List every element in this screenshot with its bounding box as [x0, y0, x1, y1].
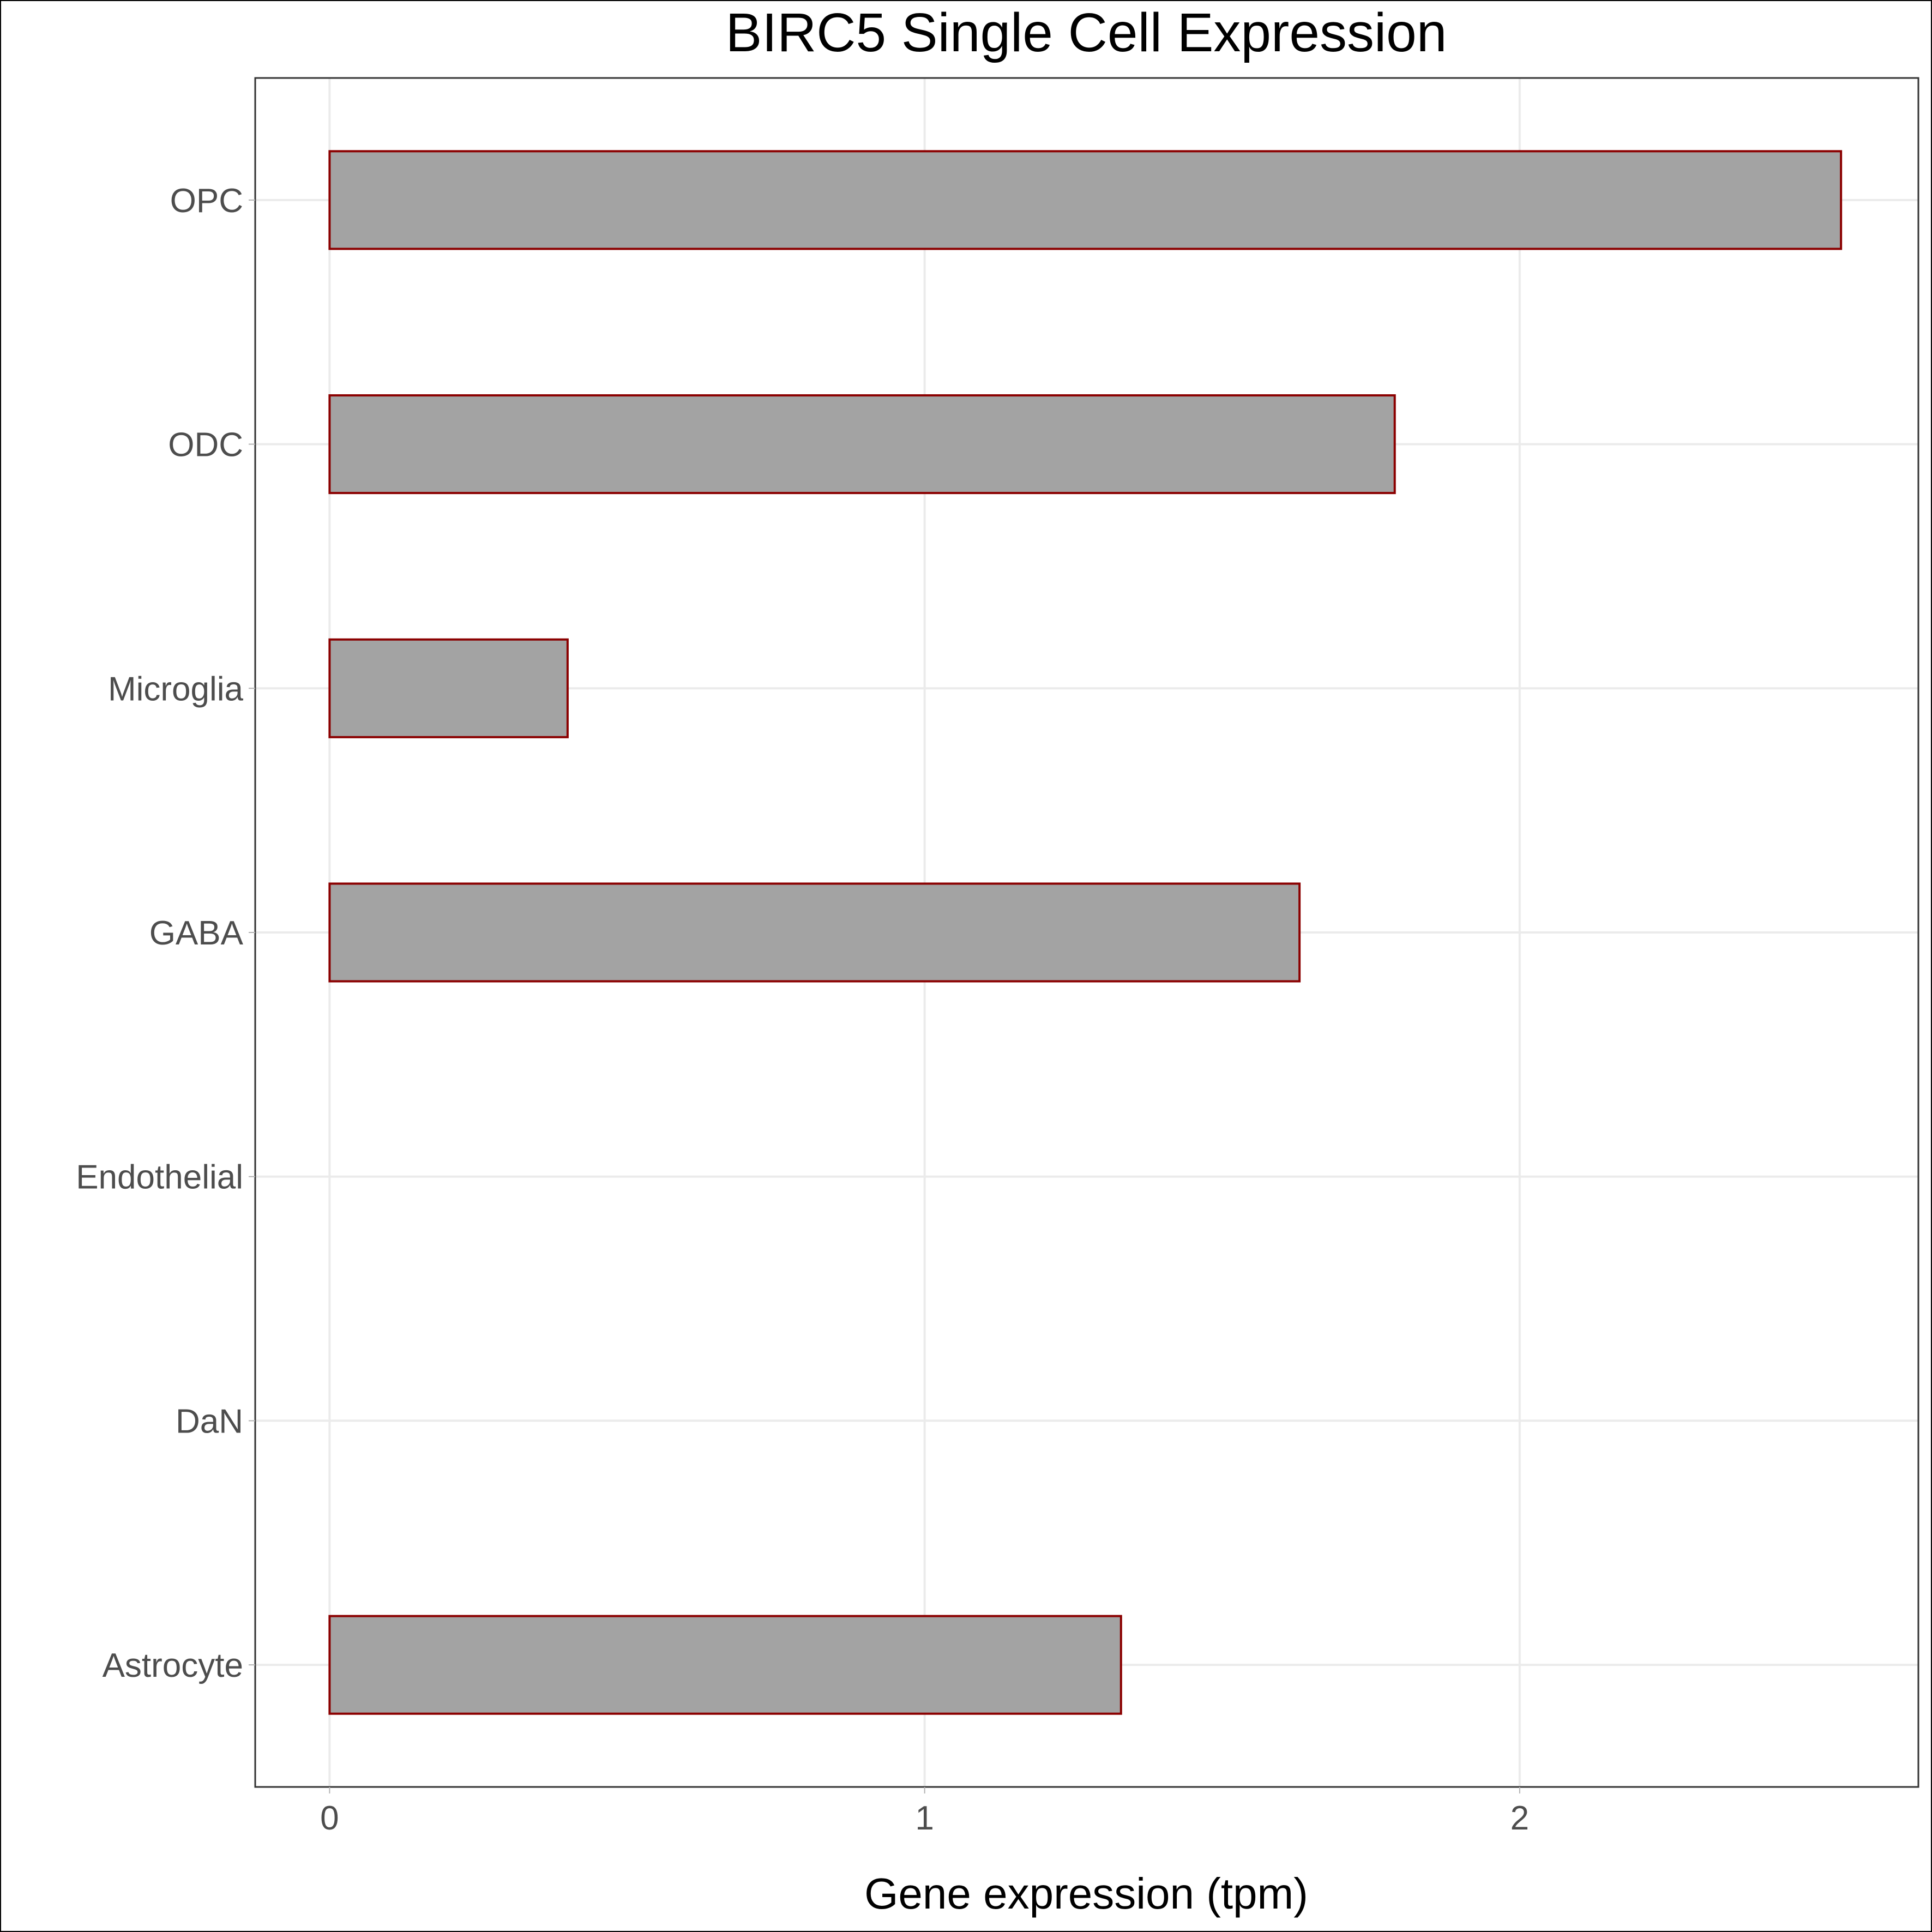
chart-title: BIRC5 Single Cell Expression [726, 2, 1447, 63]
bars-layer [328, 150, 1843, 1715]
y-tick-label: GABA [149, 914, 244, 952]
x-tick-label: 2 [1510, 1799, 1529, 1837]
y-tick-label: DaN [176, 1403, 243, 1440]
y-tick-label: Microglia [108, 670, 244, 708]
x-axis-ticks: 0 1 2 [320, 1787, 1529, 1837]
y-tick-label: ODC [168, 426, 243, 464]
bar [328, 150, 1843, 250]
x-axis-title: Gene expression (tpm) [864, 1869, 1308, 1918]
bar [328, 638, 569, 738]
bar [328, 394, 1396, 495]
y-axis-ticks: OPC ODC Microglia GABA Endothelial DaN Astrocy… [76, 182, 255, 1684]
x-tick-label: 0 [320, 1799, 339, 1837]
bar [328, 1615, 1122, 1715]
y-tick-label: Astrocyte [103, 1647, 243, 1684]
y-tick-label: OPC [170, 182, 243, 220]
bar [328, 882, 1301, 983]
x-tick-label: 1 [915, 1799, 934, 1837]
y-tick-label: Endothelial [76, 1159, 243, 1196]
